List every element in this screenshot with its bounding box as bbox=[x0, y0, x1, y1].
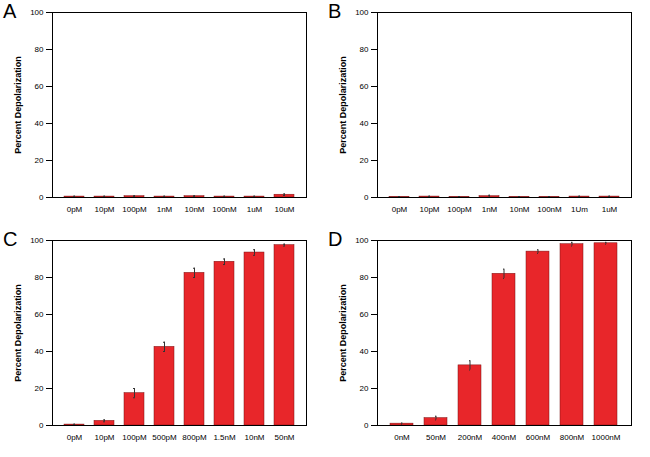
svg-text:40: 40 bbox=[35, 119, 44, 128]
svg-text:50nM: 50nM bbox=[426, 433, 446, 442]
svg-text:1Um: 1Um bbox=[571, 205, 588, 214]
svg-text:1000nM: 1000nM bbox=[592, 433, 621, 442]
svg-text:0: 0 bbox=[364, 421, 369, 430]
svg-text:Percent Depolarization: Percent Depolarization bbox=[13, 56, 23, 154]
svg-text:80: 80 bbox=[35, 45, 44, 54]
svg-text:80: 80 bbox=[360, 45, 369, 54]
svg-text:0pM: 0pM bbox=[67, 433, 83, 442]
svg-text:10pM: 10pM bbox=[419, 205, 439, 214]
svg-text:1nM: 1nM bbox=[157, 205, 173, 214]
svg-text:Percent Depolarization: Percent Depolarization bbox=[338, 284, 348, 382]
svg-text:40: 40 bbox=[360, 119, 369, 128]
svg-text:10pM: 10pM bbox=[94, 433, 114, 442]
svg-text:0nM: 0nM bbox=[394, 433, 410, 442]
svg-text:Percent Depolarization: Percent Depolarization bbox=[13, 284, 23, 382]
svg-text:100: 100 bbox=[30, 236, 44, 245]
svg-text:60: 60 bbox=[35, 310, 44, 319]
svg-text:10nM: 10nM bbox=[509, 205, 529, 214]
svg-text:0pM: 0pM bbox=[67, 205, 83, 214]
svg-text:40: 40 bbox=[360, 347, 369, 356]
svg-text:10nM: 10nM bbox=[184, 205, 204, 214]
svg-text:100pM: 100pM bbox=[122, 433, 147, 442]
html-text:C: C bbox=[3, 228, 18, 250]
svg-text:1nM: 1nM bbox=[482, 205, 498, 214]
svg-text:1uM: 1uM bbox=[247, 205, 263, 214]
html-text:B: B bbox=[328, 0, 342, 22]
svg-text:80: 80 bbox=[360, 273, 369, 282]
svg-text:20: 20 bbox=[35, 384, 44, 393]
svg-text:400nM: 400nM bbox=[492, 433, 517, 442]
svg-text:10pM: 10pM bbox=[94, 205, 114, 214]
svg-text:20: 20 bbox=[360, 156, 369, 165]
svg-text:800nM: 800nM bbox=[560, 433, 585, 442]
svg-text:100nM: 100nM bbox=[212, 205, 237, 214]
svg-text:100: 100 bbox=[30, 8, 44, 17]
svg-text:100pM: 100pM bbox=[447, 205, 472, 214]
svg-text:80: 80 bbox=[35, 273, 44, 282]
svg-text:1uM: 1uM bbox=[602, 205, 618, 214]
svg-text:100pM: 100pM bbox=[122, 205, 147, 214]
html-text:D: D bbox=[328, 228, 343, 250]
svg-text:60: 60 bbox=[360, 310, 369, 319]
svg-text:0: 0 bbox=[39, 421, 44, 430]
svg-text:600nM: 600nM bbox=[526, 433, 551, 442]
svg-text:60: 60 bbox=[35, 82, 44, 91]
svg-text:200nM: 200nM bbox=[458, 433, 483, 442]
svg-text:20: 20 bbox=[35, 156, 44, 165]
svg-text:0: 0 bbox=[39, 193, 44, 202]
svg-text:20: 20 bbox=[360, 384, 369, 393]
svg-text:1.5nM: 1.5nM bbox=[213, 433, 236, 442]
svg-text:100nM: 100nM bbox=[537, 205, 562, 214]
svg-text:10nM: 10nM bbox=[244, 433, 264, 442]
svg-text:40: 40 bbox=[35, 347, 44, 356]
svg-text:60: 60 bbox=[360, 82, 369, 91]
html-text:A: A bbox=[3, 0, 17, 22]
svg-text:0: 0 bbox=[364, 193, 369, 202]
svg-text:Percent Depolarization: Percent Depolarization bbox=[338, 56, 348, 154]
svg-text:10uM: 10uM bbox=[274, 205, 294, 214]
svg-text:0pM: 0pM bbox=[392, 205, 408, 214]
svg-text:100: 100 bbox=[355, 8, 369, 17]
svg-text:100: 100 bbox=[355, 236, 369, 245]
svg-text:50nM: 50nM bbox=[274, 433, 294, 442]
svg-text:500pM: 500pM bbox=[152, 433, 177, 442]
svg-text:800pM: 800pM bbox=[182, 433, 207, 442]
